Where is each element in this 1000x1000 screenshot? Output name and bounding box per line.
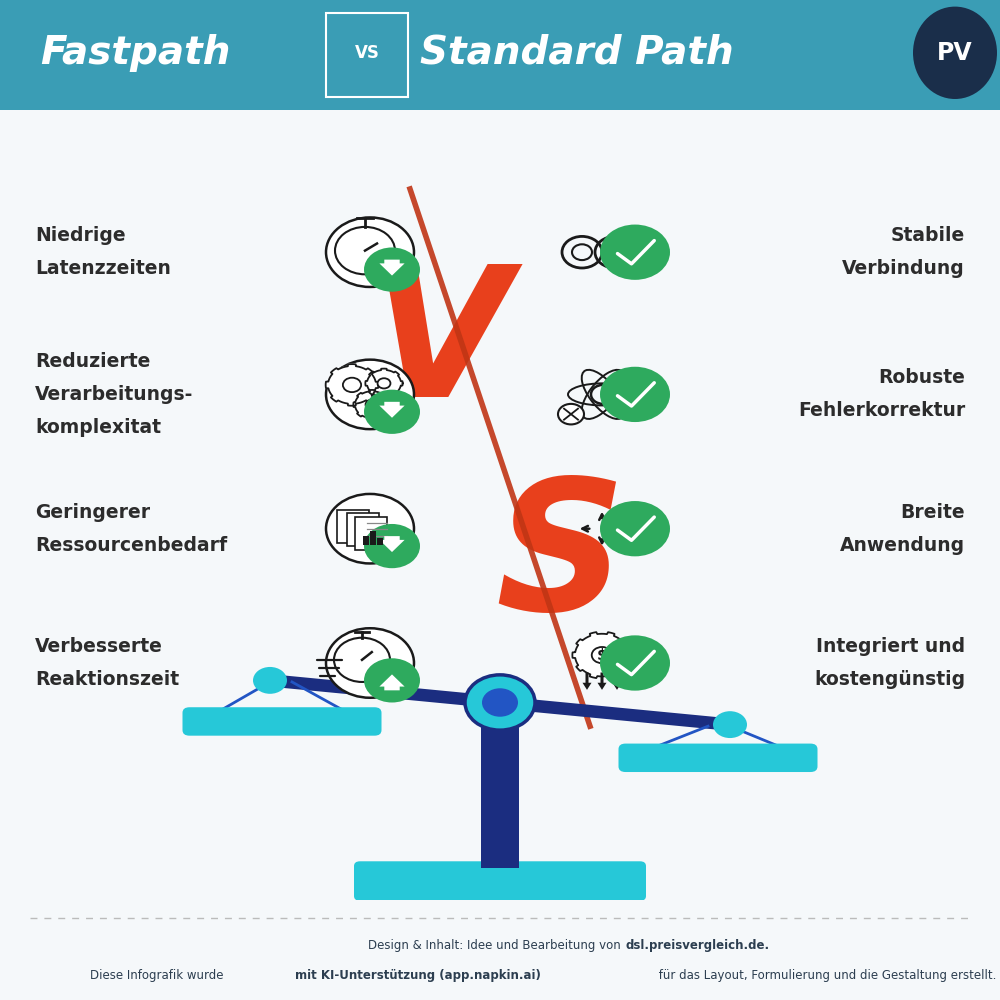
Text: für das Layout, Formulierung und die Gestaltung erstellt.: für das Layout, Formulierung und die Ges… bbox=[655, 968, 996, 982]
Text: dsl.preisvergleich.de.: dsl.preisvergleich.de. bbox=[625, 938, 769, 952]
Circle shape bbox=[326, 217, 414, 287]
Text: Anwendung: Anwendung bbox=[840, 536, 965, 555]
Circle shape bbox=[364, 524, 420, 568]
Circle shape bbox=[913, 7, 997, 99]
Polygon shape bbox=[326, 364, 378, 406]
Text: Niedrige: Niedrige bbox=[35, 226, 126, 245]
FancyBboxPatch shape bbox=[377, 538, 383, 545]
Text: Design & Inhalt: Idee und Bearbeitung von: Design & Inhalt: Idee und Bearbeitung vo… bbox=[368, 938, 625, 952]
Circle shape bbox=[364, 247, 420, 292]
Circle shape bbox=[364, 390, 420, 434]
FancyArrow shape bbox=[612, 672, 622, 690]
Circle shape bbox=[482, 688, 518, 717]
Text: Breite: Breite bbox=[900, 503, 965, 522]
Text: VS: VS bbox=[355, 44, 379, 62]
Text: Verbesserte: Verbesserte bbox=[35, 637, 163, 656]
Circle shape bbox=[366, 400, 378, 410]
Circle shape bbox=[343, 378, 361, 392]
Text: S: S bbox=[495, 472, 625, 648]
FancyBboxPatch shape bbox=[363, 536, 369, 545]
Text: Latenzzeiten: Latenzzeiten bbox=[35, 259, 171, 278]
FancyArrow shape bbox=[598, 672, 606, 690]
Circle shape bbox=[378, 378, 390, 388]
Circle shape bbox=[600, 501, 670, 556]
FancyBboxPatch shape bbox=[0, 0, 1000, 110]
Text: Reaktionszeit: Reaktionszeit bbox=[35, 670, 179, 689]
Text: Integriert und: Integriert und bbox=[816, 637, 965, 656]
FancyBboxPatch shape bbox=[347, 513, 379, 546]
Circle shape bbox=[364, 658, 420, 702]
Text: PV: PV bbox=[937, 41, 973, 65]
Circle shape bbox=[558, 404, 584, 424]
Circle shape bbox=[326, 494, 414, 563]
FancyArrow shape bbox=[379, 260, 405, 276]
Circle shape bbox=[465, 675, 535, 730]
Text: Ressourcenbedarf: Ressourcenbedarf bbox=[35, 536, 227, 555]
Text: Verbindung: Verbindung bbox=[842, 259, 965, 278]
FancyArrow shape bbox=[582, 672, 591, 690]
FancyBboxPatch shape bbox=[355, 517, 387, 550]
Circle shape bbox=[253, 667, 287, 694]
FancyBboxPatch shape bbox=[618, 744, 818, 772]
FancyBboxPatch shape bbox=[337, 510, 369, 543]
FancyArrow shape bbox=[379, 402, 405, 418]
Polygon shape bbox=[353, 390, 391, 419]
Circle shape bbox=[326, 628, 414, 698]
FancyBboxPatch shape bbox=[183, 707, 382, 736]
FancyArrow shape bbox=[379, 536, 405, 552]
Text: mit KI-Unterstützung (app.napkin.ai): mit KI-Unterstützung (app.napkin.ai) bbox=[295, 968, 541, 982]
Text: Standard Path: Standard Path bbox=[420, 34, 734, 72]
Circle shape bbox=[713, 711, 747, 738]
Text: Fehlerkorrektur: Fehlerkorrektur bbox=[798, 401, 965, 420]
FancyBboxPatch shape bbox=[354, 861, 646, 901]
Text: Fastpath: Fastpath bbox=[40, 34, 230, 72]
Text: $: $ bbox=[597, 648, 607, 663]
Polygon shape bbox=[365, 369, 403, 398]
Text: Geringerer: Geringerer bbox=[35, 503, 150, 522]
Text: Stabile: Stabile bbox=[891, 226, 965, 245]
Circle shape bbox=[592, 647, 612, 663]
FancyBboxPatch shape bbox=[481, 702, 519, 868]
Text: Reduzierte: Reduzierte bbox=[35, 352, 150, 371]
Text: kostengünstig: kostengünstig bbox=[814, 670, 965, 689]
Circle shape bbox=[600, 367, 670, 422]
Text: komplexitat: komplexitat bbox=[35, 418, 161, 437]
Text: V: V bbox=[370, 259, 510, 435]
Polygon shape bbox=[572, 632, 632, 678]
Text: Verarbeitungs-: Verarbeitungs- bbox=[35, 385, 193, 404]
FancyBboxPatch shape bbox=[370, 531, 376, 545]
Circle shape bbox=[326, 360, 414, 429]
Circle shape bbox=[600, 635, 670, 691]
Circle shape bbox=[600, 225, 670, 280]
Text: Diese Infografik wurde: Diese Infografik wurde bbox=[90, 968, 227, 982]
Text: Robuste: Robuste bbox=[878, 368, 965, 387]
FancyArrow shape bbox=[379, 674, 405, 690]
